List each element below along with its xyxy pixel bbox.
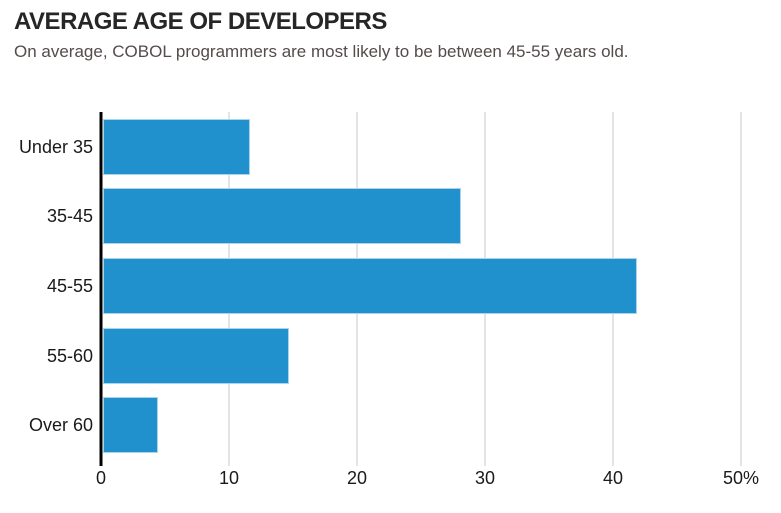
x-tick-label-30: 30 (474, 468, 496, 488)
category-label: Under 35 (18, 136, 93, 157)
x-tick-label-10: 10 (218, 468, 240, 488)
bar-55-60 (103, 327, 289, 384)
category-label: 35-45 (46, 206, 93, 227)
chart-title: AVERAGE AGE OF DEVELOPERS (14, 8, 387, 35)
x-tick-label-20: 20 (346, 468, 368, 488)
category-label: 45-55 (46, 276, 93, 296)
plot-area (99, 112, 742, 466)
gridline-50 (740, 112, 742, 466)
x-tick-label-40: 40 (602, 468, 624, 488)
bar-under-35 (103, 118, 251, 175)
category-label: 55-60 (46, 345, 93, 366)
category-label: Over 60 (28, 415, 93, 436)
x-tick-label-0: 0 (95, 468, 107, 488)
chart-subtitle: On average, COBOL programmers are most l… (14, 42, 629, 61)
bar-45-55 (103, 258, 637, 314)
gridline-0 (99, 112, 103, 466)
x-tick-label-50: 50% (722, 468, 760, 488)
bar-over-60 (103, 397, 159, 454)
bar-35-45 (103, 188, 462, 245)
